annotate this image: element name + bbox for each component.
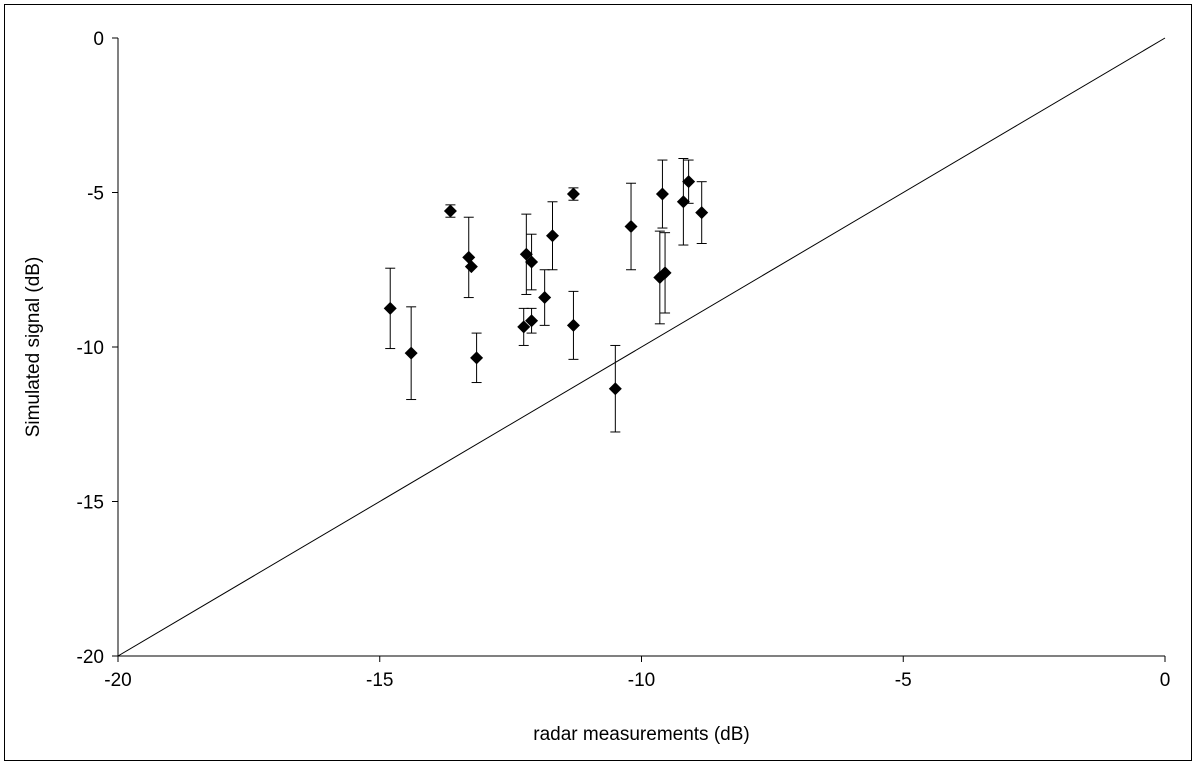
data-point-diamond bbox=[525, 314, 539, 328]
data-point-diamond bbox=[676, 195, 690, 209]
x-tick-label: -15 bbox=[366, 670, 393, 691]
y-tick-label: -5 bbox=[87, 184, 104, 205]
x-axis-title: radar measurements (dB) bbox=[533, 724, 749, 745]
data-point-diamond bbox=[443, 204, 457, 218]
y-tick-label: -10 bbox=[77, 338, 104, 359]
y-tick-label: -20 bbox=[77, 647, 104, 668]
data-point-diamond bbox=[470, 351, 484, 365]
data-point-diamond bbox=[464, 260, 478, 274]
x-tick-label: -5 bbox=[895, 670, 912, 691]
x-tick-label: -20 bbox=[104, 670, 131, 691]
data-point-diamond bbox=[655, 187, 669, 201]
y-tick-label: -15 bbox=[77, 493, 104, 514]
data-point-diamond bbox=[658, 266, 672, 280]
x-axis-ticks: -20 -15 -10 -5 0 bbox=[104, 656, 1170, 691]
data-point-diamond bbox=[404, 346, 418, 360]
data-point-diamond bbox=[624, 219, 638, 233]
data-point-diamond bbox=[538, 291, 552, 305]
x-tick-label: -10 bbox=[628, 670, 655, 691]
data-point-diamond bbox=[517, 320, 531, 334]
chart-frame: -20 -15 -10 -5 0 0 -5 -10 -15 -20 radar measurem… bbox=[4, 4, 1192, 761]
data-point-diamond bbox=[608, 382, 622, 396]
data-point-diamond bbox=[546, 229, 560, 243]
data-point-diamond bbox=[383, 301, 397, 315]
data-point-diamond bbox=[525, 255, 539, 269]
data-point-diamond bbox=[682, 175, 696, 189]
y-axis-title: Simulated signal (dB) bbox=[23, 257, 44, 438]
data-markers bbox=[383, 175, 709, 396]
data-point-diamond bbox=[695, 206, 709, 220]
reference-line-1to1 bbox=[117, 37, 1166, 657]
data-point-diamond bbox=[566, 187, 580, 201]
scatter-chart: -20 -15 -10 -5 0 0 -5 -10 -15 -20 radar measurem… bbox=[23, 29, 1171, 745]
plot-area: -20 -15 -10 -5 0 0 -5 -10 -15 -20 bbox=[77, 29, 1171, 691]
data-point-diamond bbox=[462, 250, 476, 264]
data-point-diamond bbox=[566, 318, 580, 332]
y-axis-ticks: 0 -5 -10 -15 -20 bbox=[77, 29, 118, 668]
x-tick-label: 0 bbox=[1160, 670, 1171, 691]
y-tick-label: 0 bbox=[93, 29, 104, 50]
